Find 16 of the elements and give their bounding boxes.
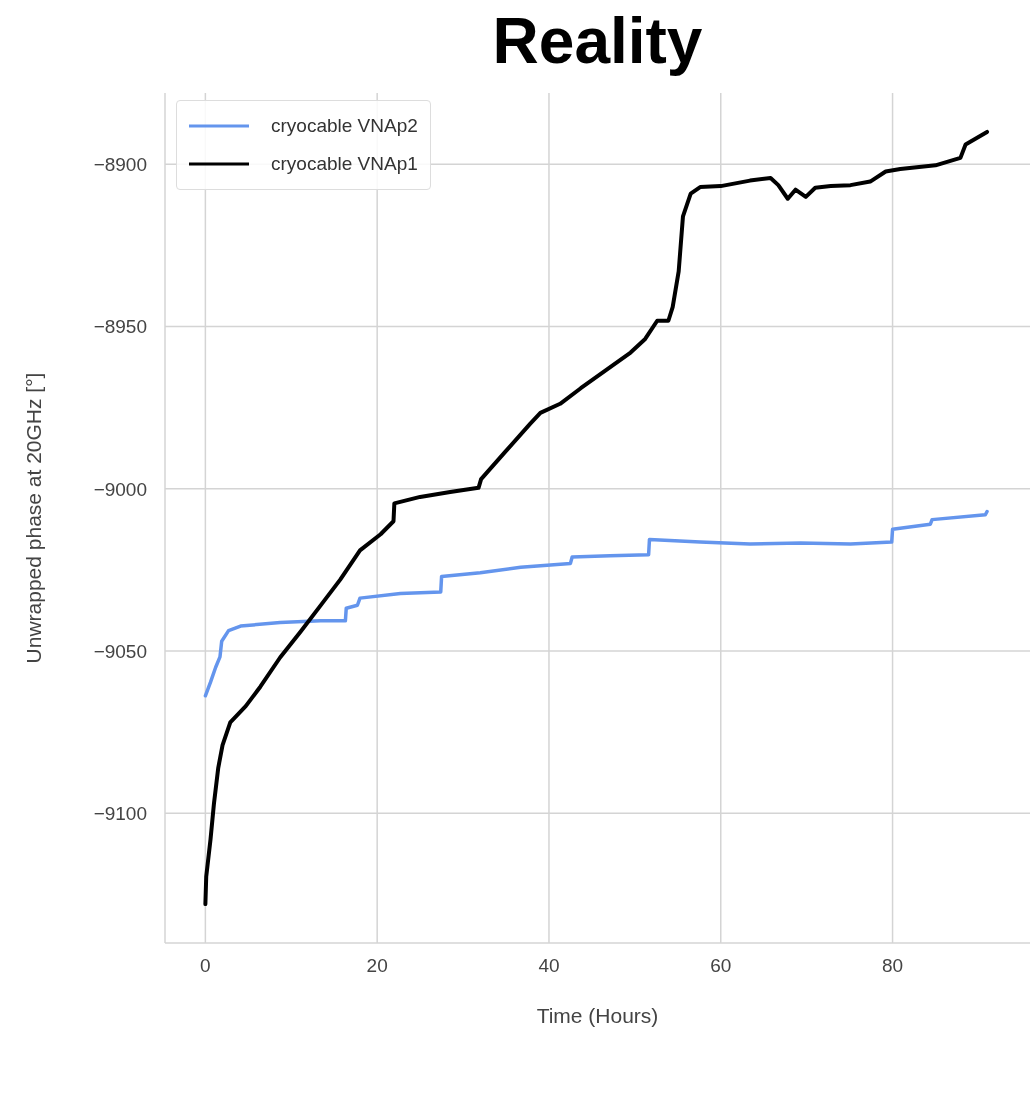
x-tick-label: 80: [881, 955, 904, 977]
line-series: [203, 509, 989, 698]
x-tick-label: 60: [710, 955, 732, 977]
legend-label: cryocable VNAp1: [271, 153, 418, 175]
y-axis-title: Unwrapped phase at 20GHz [°]: [22, 372, 46, 664]
y-tick-label: −9050: [93, 640, 147, 662]
y-tick-label: −8900: [93, 154, 147, 176]
x-tick-label: 0: [200, 955, 211, 977]
y-tick-label: −9000: [93, 478, 147, 500]
legend-label: cryocable VNAp2: [271, 115, 418, 137]
x-tick-label: 40: [538, 955, 560, 977]
x-tick-label: 20: [366, 955, 388, 977]
y-tick-label: −8950: [93, 316, 147, 338]
x-axis-title: Time (Hours): [536, 1004, 659, 1027]
y-tick-label: −9100: [93, 802, 147, 824]
chart-title: Reality: [491, 4, 704, 78]
